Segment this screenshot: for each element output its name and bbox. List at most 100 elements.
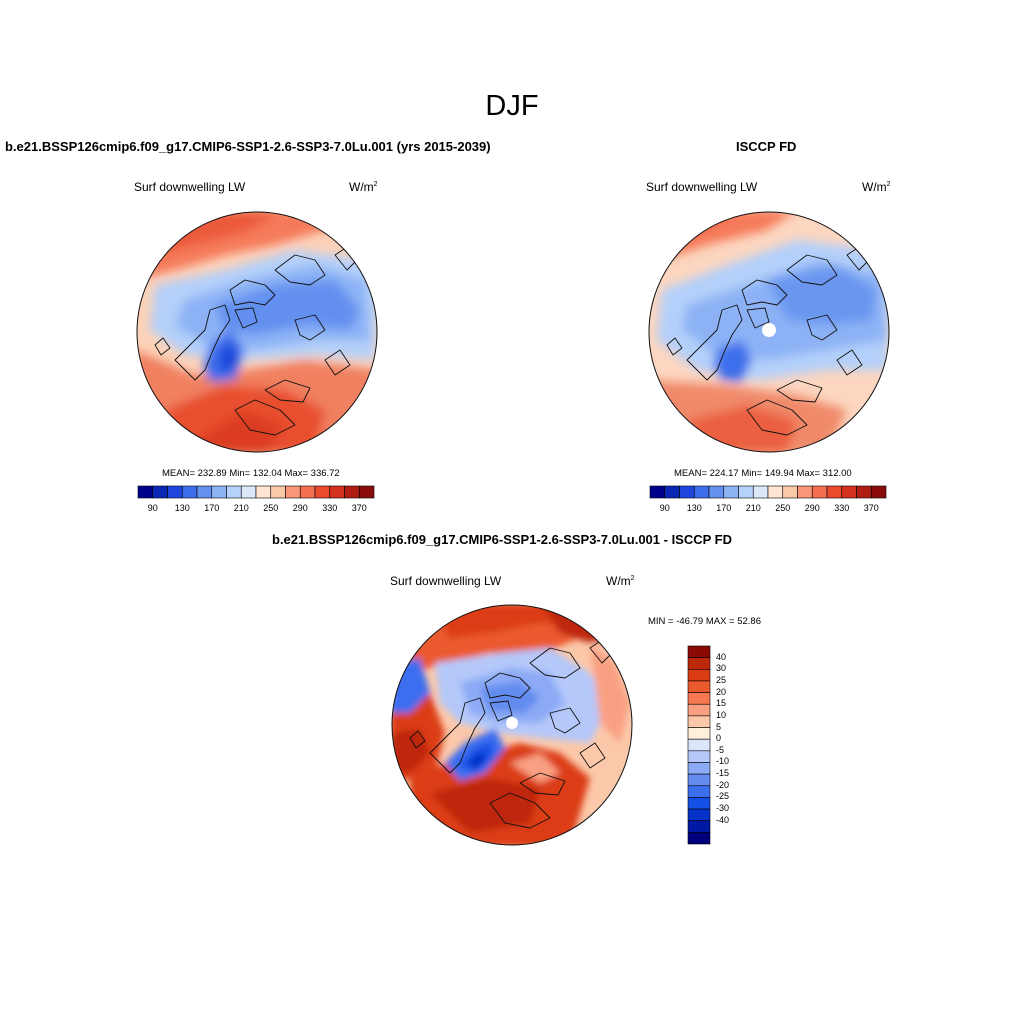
colorbar-tick-label: 30: [716, 663, 727, 674]
diff-panel-title: b.e21.BSSP126cmip6.f09_g17.CMIP6-SSP1-2.…: [272, 532, 733, 547]
colorbar-swatch: [167, 485, 183, 499]
colorbar-swatch: [687, 762, 711, 775]
colorbar-swatch: [299, 485, 316, 499]
colorbar-tick-label: -25: [716, 791, 730, 802]
colorbar-swatch: [687, 692, 711, 705]
colorbar-swatch: [687, 657, 711, 670]
colorbar-swatch: [826, 485, 843, 499]
diff-variable-label: Surf downwelling LW: [390, 574, 502, 588]
colorbar-swatch: [811, 485, 828, 499]
colorbar-swatch: [752, 485, 769, 499]
colorbar-swatch: [687, 727, 711, 740]
colorbar-swatch: [255, 485, 272, 499]
model-stats: MEAN= 232.89 Min= 132.04 Max= 336.72: [162, 468, 340, 479]
colorbar-swatch: [687, 773, 711, 787]
colorbar-swatch: [196, 485, 213, 499]
colorbar-swatch: [687, 832, 711, 845]
colorbar-swatch: [137, 485, 154, 499]
colorbar-tick-label: 130: [686, 503, 702, 513]
colorbar-swatch: [211, 485, 227, 499]
colorbar-swatch: [344, 485, 360, 499]
colorbar-tick-label: 130: [174, 503, 190, 513]
colorbar-swatch: [687, 738, 711, 752]
diff-units: W/m2: [606, 574, 635, 588]
colorbar-tick-label: 330: [322, 503, 338, 513]
model-colorbar: [137, 485, 375, 499]
colorbar-swatch: [708, 485, 725, 499]
colorbar-tick-label: 15: [716, 698, 727, 709]
obs-colorbar-labels: 90 130 170 210 250 290 330 370: [650, 503, 886, 515]
obs-panel-title: ISCCP FD: [736, 139, 797, 154]
colorbar-swatch: [152, 485, 168, 499]
colorbar-swatch: [226, 485, 242, 499]
colorbar-tick-label: 210: [745, 503, 761, 513]
colorbar-tick-label: 290: [804, 503, 820, 513]
diff-colorbar: [687, 645, 711, 845]
model-variable-label: Surf downwelling LW: [134, 180, 246, 194]
colorbar-tick-label: 90: [147, 503, 158, 513]
colorbar-tick-label: 25: [716, 674, 727, 685]
colorbar-swatch: [723, 485, 739, 499]
colorbar-swatch: [687, 645, 711, 658]
colorbar-swatch: [240, 485, 257, 499]
colorbar-tick-label: 170: [204, 503, 220, 513]
colorbar-tick-label: 170: [716, 503, 732, 513]
colorbar-tick-label: -10: [716, 756, 730, 767]
colorbar-swatch: [649, 485, 666, 499]
colorbar-swatch: [329, 485, 345, 499]
colorbar-swatch: [687, 808, 711, 822]
colorbar-tick-label: 5: [716, 721, 722, 732]
diff-minmax: MIN = -46.79 MAX = 52.86: [648, 616, 762, 627]
colorbar-swatch: [679, 485, 695, 499]
diff-colorbar-labels: 40 30 25 20 15 10 5 0 -5 -10 -15 -20 -25 -30 -40: [716, 646, 756, 844]
colorbar-tick-label: 210: [233, 503, 249, 513]
colorbar-tick-label: 370: [863, 503, 879, 513]
obs-stats: MEAN= 224.17 Min= 149.94 Max= 312.00: [674, 468, 852, 479]
colorbar-swatch: [767, 485, 784, 499]
colorbar-swatch: [285, 485, 301, 499]
colorbar-swatch: [664, 485, 680, 499]
colorbar-swatch: [687, 715, 711, 728]
colorbar-swatch: [738, 485, 754, 499]
colorbar-tick-label: -15: [716, 768, 730, 779]
colorbar-tick-label: -20: [716, 779, 730, 790]
colorbar-swatch: [687, 703, 711, 717]
colorbar-swatch: [797, 485, 813, 499]
colorbar-swatch: [687, 820, 711, 833]
colorbar-tick-label: 10: [716, 709, 727, 720]
colorbar-tick-label: -5: [716, 744, 725, 755]
colorbar-tick-label: 20: [716, 686, 727, 697]
colorbar-swatch: [782, 485, 798, 499]
colorbar-swatch: [687, 797, 711, 810]
colorbar-swatch: [314, 485, 331, 499]
colorbar-swatch: [687, 785, 711, 798]
colorbar-tick-label: 370: [351, 503, 367, 513]
colorbar-tick-label: 250: [775, 503, 791, 513]
obs-polar-map: [648, 211, 890, 453]
colorbar-tick-label: -30: [716, 803, 730, 814]
colorbar-swatch: [181, 485, 198, 499]
colorbar-swatch: [687, 750, 711, 763]
model-polar-map: [136, 211, 378, 453]
colorbar-tick-label: -40: [716, 814, 730, 825]
colorbar-tick-label: 250: [263, 503, 279, 513]
colorbar-swatch: [693, 485, 710, 499]
model-colorbar-labels: 90 130 170 210 250 290 330 370: [138, 503, 374, 515]
colorbar-swatch: [856, 485, 872, 499]
obs-units: W/m2: [862, 180, 891, 194]
colorbar-swatch: [358, 485, 375, 499]
model-panel-title: b.e21.BSSP126cmip6.f09_g17.CMIP6-SSP1-2.…: [5, 139, 491, 154]
colorbar-swatch: [270, 485, 286, 499]
colorbar-swatch: [870, 485, 887, 499]
colorbar-tick-label: 40: [716, 651, 727, 662]
colorbar-swatch: [687, 680, 711, 693]
obs-colorbar: [649, 485, 887, 499]
diff-polar-map: [391, 604, 633, 846]
model-units: W/m2: [349, 180, 378, 194]
colorbar-swatch: [687, 668, 711, 682]
colorbar-tick-label: 0: [716, 733, 722, 744]
colorbar-swatch: [841, 485, 857, 499]
colorbar-tick-label: 290: [292, 503, 308, 513]
page-title: DJF: [485, 90, 539, 122]
obs-variable-label: Surf downwelling LW: [646, 180, 758, 194]
